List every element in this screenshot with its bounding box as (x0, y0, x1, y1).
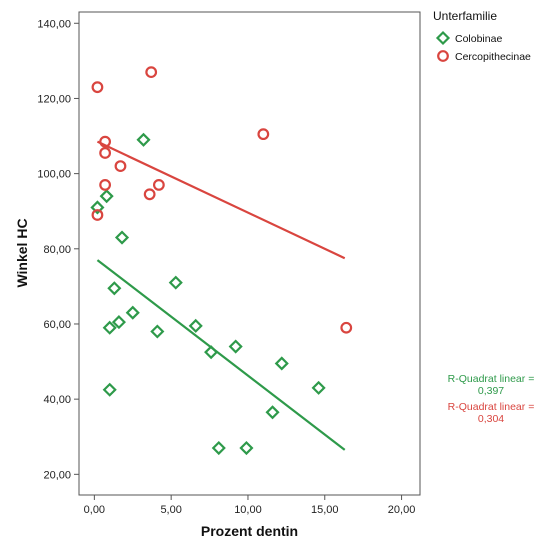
x-axis: 0,00 5,00 10,00 15,00 20,00 (84, 495, 416, 516)
data-point-cercopithecinae (99, 135, 112, 148)
legend: Unterfamilie Colobinae Cercopithecinae (433, 9, 531, 63)
data-point-colobinae (102, 382, 117, 397)
y-tick-label: 40,00 (43, 394, 71, 406)
y-tick-label: 120,00 (37, 93, 71, 105)
data-point-colobinae (311, 380, 326, 395)
data-point-cercopithecinae (340, 321, 353, 334)
fit-line-cercopithecinae (96, 140, 346, 260)
fit-label-line1: R-Quadrat linear = (448, 373, 535, 385)
data-points (90, 66, 353, 456)
data-point-colobinae (228, 339, 243, 354)
y-axis-title: Winkel HC (14, 218, 30, 287)
y-tick-label: 100,00 (37, 169, 71, 181)
data-point-cercopithecinae (99, 179, 112, 191)
data-point-cercopithecinae (99, 147, 112, 159)
data-point-cercopithecinae (152, 179, 165, 191)
data-point-colobinae (114, 230, 130, 245)
data-point-cercopithecinae (91, 81, 104, 94)
data-point-colobinae (111, 315, 126, 330)
data-point-colobinae (99, 189, 114, 204)
data-point-cercopithecinae (143, 188, 156, 201)
data-point-colobinae (136, 132, 151, 147)
fit-line-colobinae (96, 259, 346, 451)
data-point-colobinae (107, 281, 122, 296)
data-point-colobinae (125, 305, 140, 320)
x-tick-label: 10,00 (234, 504, 262, 516)
data-point-cercopithecinae (114, 160, 127, 173)
legend-marker-cercopithecinae (437, 50, 449, 62)
y-tick-label: 80,00 (43, 244, 71, 256)
data-point-cercopithecinae (145, 66, 158, 79)
legend-marker-colobinae (435, 30, 451, 46)
y-tick-label: 60,00 (43, 319, 71, 331)
legend-label: Colobinae (455, 33, 502, 45)
fit-label-line1: R-Quadrat linear = (448, 401, 535, 413)
data-point-colobinae (188, 318, 203, 333)
data-point-colobinae (204, 345, 219, 360)
y-tick-label: 140,00 (37, 18, 71, 30)
data-point-colobinae (265, 405, 280, 420)
plot-area (78, 11, 421, 496)
y-axis: 20,00 40,00 60,00 80,00 100,00 120,00 140,00 (37, 18, 79, 481)
data-point-colobinae (150, 324, 165, 339)
fit-label-line2: 0,397 (478, 385, 504, 397)
x-axis-title: Prozent dentin (201, 523, 298, 539)
data-point-colobinae (102, 320, 117, 335)
fit-label-line2: 0,304 (478, 413, 504, 425)
x-tick-label: 5,00 (160, 504, 181, 516)
data-point-colobinae (90, 200, 105, 215)
y-tick-label: 20,00 (43, 469, 71, 481)
data-point-colobinae (168, 275, 183, 290)
data-point-cercopithecinae (91, 209, 104, 221)
x-tick-label: 0,00 (84, 504, 105, 516)
x-tick-label: 15,00 (311, 504, 339, 516)
x-tick-label: 20,00 (388, 504, 416, 516)
data-point-colobinae (239, 440, 254, 456)
legend-label: Cercopithecinae (455, 51, 531, 63)
fit-lines (96, 140, 346, 451)
data-point-colobinae (274, 356, 289, 371)
data-point-colobinae (211, 440, 226, 456)
data-point-cercopithecinae (257, 128, 270, 141)
legend-title: Unterfamilie (433, 9, 497, 23)
